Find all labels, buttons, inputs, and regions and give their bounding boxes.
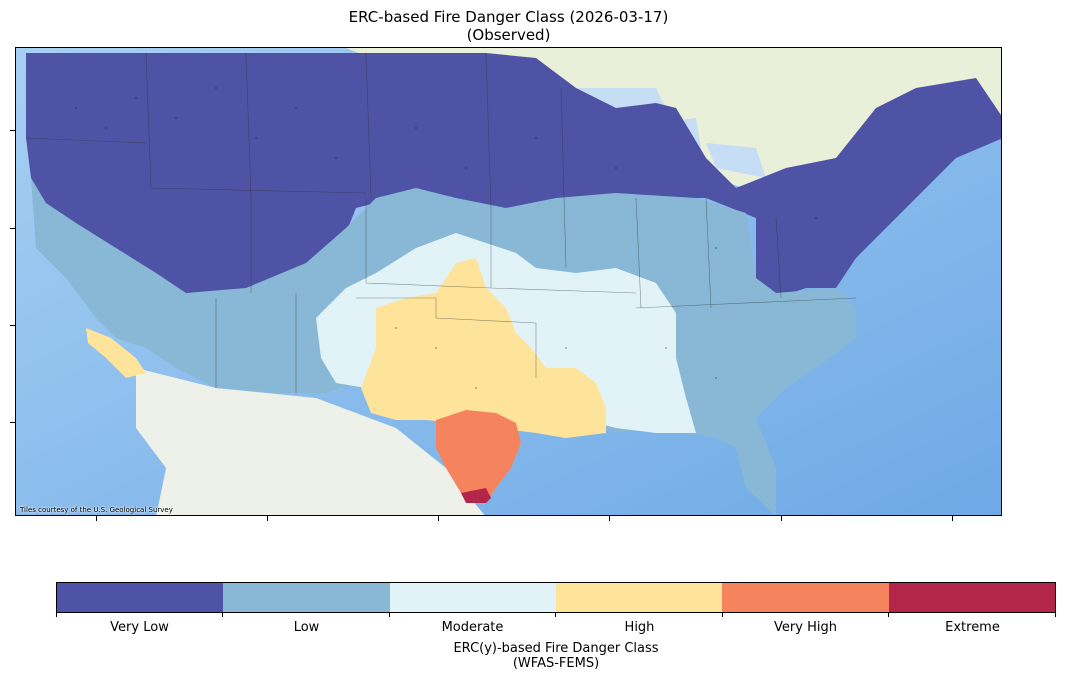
colorbar-label-low: Low [293,620,320,635]
y-tick [10,422,15,423]
colorbar-subtitle: (WFAS-FEMS) [512,656,600,671]
colorbar-label-high: High [624,620,655,635]
colorbar-segment-moderate [389,583,556,612]
colorbar-segment-very-low [57,583,224,612]
colorbar-tick [389,613,390,617]
y-tick [10,325,15,326]
zone-very-high [436,410,521,503]
y-tick [10,130,15,131]
x-tick [438,516,439,521]
x-tick [609,516,610,521]
x-tick [96,516,97,521]
map-canvas [16,48,1001,515]
colorbar-tick [56,613,57,617]
station-dots [75,87,817,389]
colorbar-tick [888,613,889,617]
x-tick [952,516,953,521]
y-tick [10,228,15,229]
state-boundaries [25,52,857,393]
zone-high-california [86,328,146,378]
colorbar-label-moderate: Moderate [441,620,504,635]
colorbar-label-very-high: Very High [774,620,837,635]
zone-extreme [461,488,491,503]
colorbar [56,582,1056,613]
fire-danger-map[interactable]: Tiles courtesy of the U.S. Geological Su… [15,47,1002,516]
map-attribution: Tiles courtesy of the U.S. Geological Su… [20,506,173,514]
colorbar-segment-very-high [722,583,889,612]
colorbar-segment-extreme [888,583,1055,612]
colorbar-tick [722,613,723,617]
colorbar-tick [222,613,223,617]
colorbar-tick [555,613,556,617]
colorbar-tick [1055,613,1056,617]
zone-high [361,258,606,438]
colorbar-title: ERC(y)-based Fire Danger Class [453,641,659,656]
colorbar-label-very-low: Very Low [110,620,169,635]
colorbar-label-extreme: Extreme [945,620,1000,635]
zone-very-low-north [26,53,1001,298]
x-tick [781,516,782,521]
colorbar-segment-high [555,583,723,612]
x-tick [267,516,268,521]
map-title: ERC-based Fire Danger Class (2026-03-17) [348,8,669,26]
colorbar-segment-low [223,583,390,612]
map-subtitle: (Observed) [466,26,551,44]
mexico-land [136,368,485,515]
